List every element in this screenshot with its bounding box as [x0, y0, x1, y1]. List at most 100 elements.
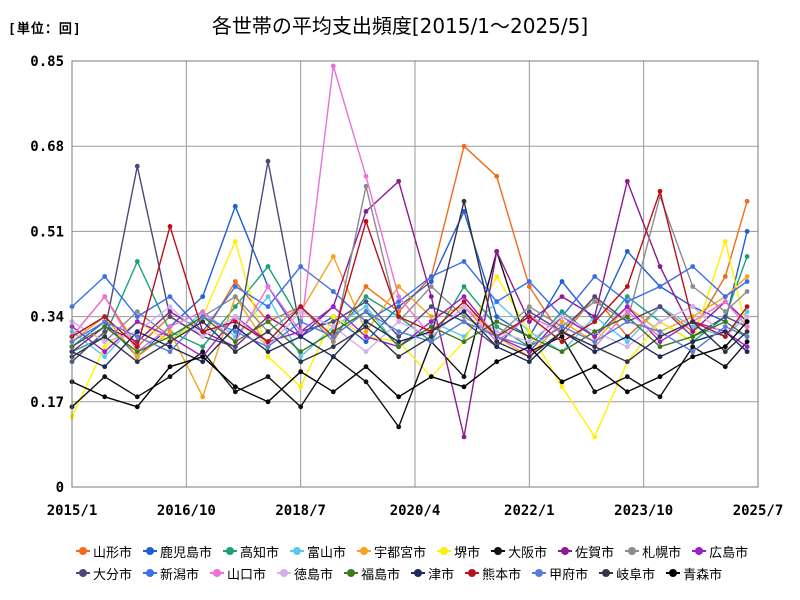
data-point [559, 314, 565, 319]
legend-swatch [666, 568, 681, 578]
data-point [134, 334, 140, 339]
data-point [690, 334, 696, 339]
data-point [722, 329, 728, 334]
legend-label: 堺市 [454, 545, 481, 561]
data-point [744, 254, 750, 259]
data-point [592, 334, 598, 339]
data-point [134, 349, 140, 355]
data-point [744, 309, 750, 314]
data-point [526, 309, 532, 314]
data-point [494, 359, 500, 365]
data-point [330, 63, 336, 69]
data-point [396, 344, 402, 350]
data-point [298, 304, 304, 309]
legend-item: 熊本市 [465, 564, 521, 583]
data-point [363, 183, 369, 189]
data-point [265, 304, 271, 309]
data-point [363, 304, 369, 309]
data-point [624, 344, 630, 350]
data-point [265, 158, 271, 164]
data-point [494, 344, 500, 350]
legend-item: 高知市 [223, 542, 279, 561]
data-point [494, 329, 500, 334]
legend-swatch [625, 546, 640, 556]
data-point [102, 344, 108, 350]
data-point [461, 299, 467, 304]
data-point [396, 424, 402, 430]
data-point [265, 354, 271, 360]
data-point [265, 399, 271, 405]
data-point [167, 334, 173, 339]
data-point [657, 374, 663, 380]
data-point [624, 389, 630, 395]
legend-item: 鹿児島市 [143, 542, 212, 561]
data-point [102, 339, 108, 345]
series-line [71, 200, 748, 363]
data-point [102, 329, 108, 334]
x-tick-label: 2022/1 [504, 503, 555, 519]
data-point [396, 284, 402, 289]
data-point [722, 299, 728, 304]
data-point [200, 334, 206, 339]
data-point [396, 319, 402, 324]
legend-swatch [692, 546, 707, 556]
data-point [428, 319, 434, 324]
data-point [690, 319, 696, 324]
series-line [71, 321, 748, 408]
data-point [134, 359, 140, 365]
legend-swatch [532, 568, 547, 578]
data-point [592, 294, 598, 299]
data-point [494, 274, 500, 279]
data-point [330, 389, 336, 395]
chart-legend: 山形市 鹿児島市 高知市 富山市 宇都宮市 堺市 大阪市 佐賀市 札幌市 広島市 大分市 新潟市 山口市… [76, 540, 776, 584]
legend-label: 富山市 [307, 545, 347, 561]
data-point [396, 334, 402, 339]
data-point [526, 329, 532, 334]
legend-swatch [223, 546, 238, 556]
data-point [363, 349, 369, 355]
data-point [461, 284, 467, 289]
series-line [71, 205, 748, 358]
data-point [134, 259, 140, 264]
data-point [657, 339, 663, 345]
data-point [200, 344, 206, 350]
data-point [657, 284, 663, 289]
data-point [200, 319, 206, 324]
y-tick-label: 0.34 [30, 310, 64, 326]
data-point [232, 203, 238, 209]
legend-label: 熊本市 [482, 567, 522, 583]
data-point [265, 344, 271, 350]
unit-label: [単位：回] [8, 22, 82, 37]
data-point [363, 294, 369, 299]
data-point [592, 329, 598, 334]
data-point [102, 314, 108, 319]
series-line [71, 65, 748, 353]
data-point [592, 314, 598, 319]
data-point [330, 314, 336, 319]
data-point [461, 374, 467, 380]
data-point [200, 349, 206, 355]
legend-item: 佐賀市 [558, 542, 614, 561]
data-point [330, 319, 336, 324]
data-point [102, 334, 108, 339]
data-point [265, 319, 271, 324]
data-point [559, 379, 565, 385]
data-point [167, 339, 173, 345]
data-point [657, 394, 663, 400]
data-point [624, 339, 630, 345]
data-point [134, 319, 140, 324]
data-point [744, 279, 750, 284]
y-tick-label: 0.51 [30, 224, 64, 240]
legend-row: 大分市 新潟市 山口市 徳島市 福島市 津市 熊本市 甲府市 岐阜市 青森市 [76, 562, 776, 584]
data-point [624, 294, 630, 299]
data-point [102, 364, 108, 370]
data-point [722, 239, 728, 244]
data-point [232, 329, 238, 334]
data-point [363, 173, 369, 179]
legend-item: 福島市 [344, 564, 400, 583]
data-point [265, 329, 271, 334]
data-point [624, 359, 630, 365]
data-point [494, 339, 500, 345]
data-point [232, 239, 238, 244]
legend-label: 山形市 [93, 545, 133, 561]
